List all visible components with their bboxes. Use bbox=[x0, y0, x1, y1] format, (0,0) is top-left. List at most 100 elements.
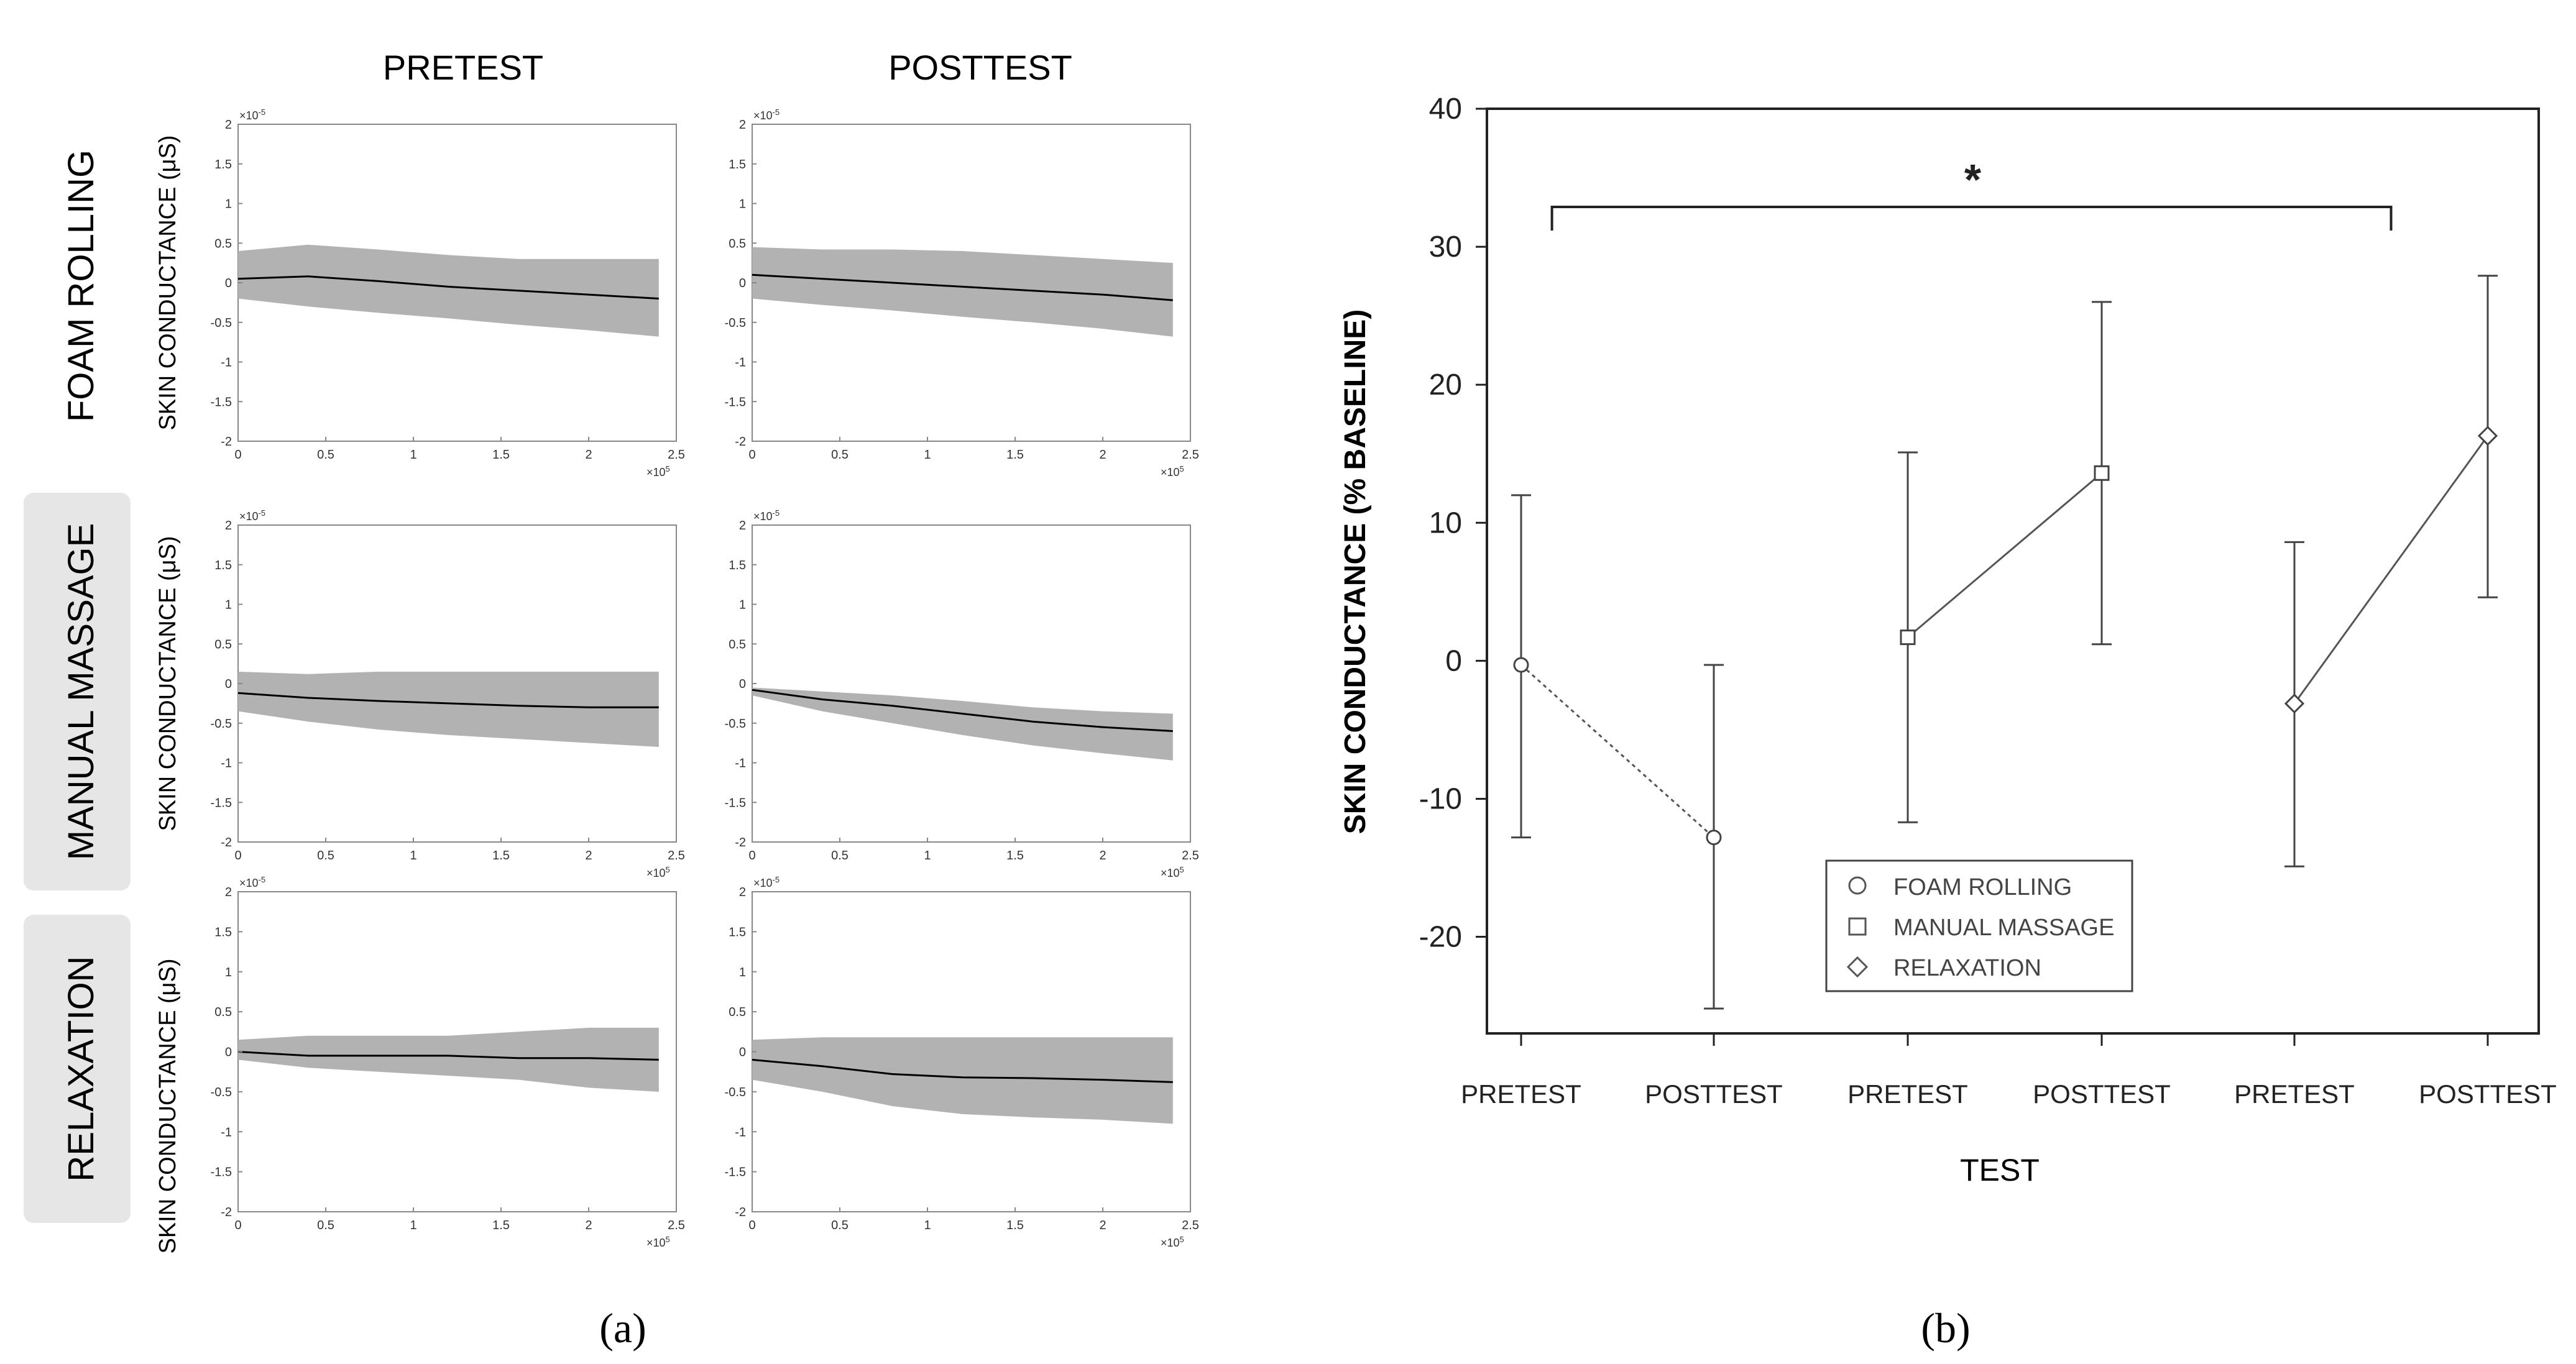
row-label-foam-rolling: FOAM ROLLING bbox=[61, 150, 101, 422]
x-tick-label: 2.5 bbox=[668, 448, 685, 462]
legend-label: MANUAL MASSAGE bbox=[1893, 915, 2114, 941]
data-point-diamond bbox=[2284, 693, 2305, 714]
x-exponent-label: ×105 bbox=[646, 464, 670, 478]
confidence-band bbox=[752, 247, 1173, 337]
x-tick-label: 2.5 bbox=[668, 849, 685, 863]
x-tick-label: 0.5 bbox=[831, 1219, 849, 1232]
x-exponent-label: ×105 bbox=[1161, 464, 1184, 478]
x-tick-label: 2 bbox=[1099, 1219, 1106, 1232]
plot-frame bbox=[1486, 108, 2540, 1035]
x-tick-label: 0.5 bbox=[831, 448, 849, 462]
mean-line bbox=[752, 273, 1173, 301]
y-tick-label: -0.5 bbox=[725, 316, 746, 330]
y-tick-label: -20 bbox=[1419, 921, 1462, 954]
x-tick-label: PRETEST bbox=[2234, 1079, 2355, 1109]
y-tick-label: 1 bbox=[225, 198, 232, 211]
x-exponent-power: 5 bbox=[666, 865, 670, 874]
legend-item-relaxation: RELAXATION bbox=[1846, 955, 2041, 981]
x-tick-label: 0 bbox=[748, 448, 755, 462]
y-tick-label: 0 bbox=[225, 277, 232, 290]
y-tick-label: 30 bbox=[1429, 231, 1462, 263]
y-tick-label: 2 bbox=[225, 886, 232, 899]
y-axis-label-row-0: SKIN CONDUCTANCE (μS) bbox=[155, 135, 181, 430]
x-tick-label: 2.5 bbox=[1182, 849, 1199, 863]
y-tick-label: -2 bbox=[221, 435, 232, 449]
x-axis-title: TEST bbox=[1960, 1153, 2040, 1188]
y-exponent-label: ×10-5 bbox=[239, 508, 265, 523]
x-tick-label: 2 bbox=[1099, 448, 1106, 462]
y-tick-label: -1.5 bbox=[211, 796, 232, 810]
y-tick-label: -1.5 bbox=[725, 796, 746, 810]
bracket-line bbox=[1550, 206, 2393, 231]
confidence-band bbox=[238, 671, 659, 747]
legend-item-foam-rolling: FOAM ROLLING bbox=[1848, 874, 2072, 900]
subplot-manual-massage-posttest: 21.510.50-0.5-1-1.5-20 0.5 1 1.5 2 2.5×10-5×1… bbox=[725, 508, 1199, 879]
x-tick-label: 1 bbox=[924, 849, 931, 863]
x-tick-label: 1 bbox=[410, 448, 416, 462]
subplot-foam-rolling-posttest: 21.510.50-0.5-1-1.5-20 0.5 1 1.5 2 2.5×10-5×1… bbox=[725, 108, 1199, 478]
y-tick-label: 1 bbox=[225, 598, 232, 612]
x-tick-label: 1.5 bbox=[1006, 849, 1024, 863]
legend-label: RELAXATION bbox=[1893, 955, 2041, 981]
y-tick-label: 0.5 bbox=[214, 237, 232, 250]
y-tick-label: -2 bbox=[221, 1206, 232, 1219]
mean-line bbox=[237, 692, 659, 708]
y-exponent-power: -5 bbox=[773, 875, 780, 884]
confidence-band bbox=[238, 1027, 659, 1092]
mean-line bbox=[237, 275, 659, 300]
panel-b-label: (b) bbox=[1921, 1304, 1970, 1352]
x-exponent-label: ×105 bbox=[1161, 1235, 1184, 1249]
y-exponent-label: ×10-5 bbox=[753, 508, 780, 523]
x-tick-label: 2.5 bbox=[668, 1219, 685, 1232]
y-tick-label: -2 bbox=[735, 435, 746, 449]
row-label-bg-manual-massage bbox=[24, 493, 131, 890]
y-axis-label-row-1: SKIN CONDUCTANCE (μS) bbox=[155, 536, 181, 831]
mean-line bbox=[752, 689, 1173, 732]
x-exponent-label: ×105 bbox=[646, 865, 670, 879]
y-tick-label: -1 bbox=[221, 1125, 232, 1139]
x-tick-label: 1.5 bbox=[492, 448, 510, 462]
confidence-band bbox=[752, 687, 1173, 761]
y-tick-label: -1.5 bbox=[725, 395, 746, 409]
x-tick-label: 0 bbox=[748, 849, 755, 863]
y-exponent-label: ×10-5 bbox=[239, 108, 265, 122]
y-tick-label: 40 bbox=[1429, 93, 1462, 126]
x-tick-label: POSTTEST bbox=[2033, 1079, 2171, 1109]
x-exponent-label: ×105 bbox=[646, 1235, 670, 1249]
y-tick-label: 1 bbox=[739, 198, 746, 211]
x-tick-label: PRETEST bbox=[1461, 1079, 1581, 1109]
x-exponent-power: 5 bbox=[666, 1235, 670, 1244]
y-tick-label: -0.5 bbox=[211, 316, 232, 330]
y-tick-label: 0.5 bbox=[214, 638, 232, 651]
y-tick-label: -0.5 bbox=[725, 1086, 746, 1099]
y-tick-label: -1 bbox=[735, 356, 746, 370]
mean-line bbox=[752, 1058, 1173, 1083]
y-tick-label: 0.5 bbox=[729, 638, 746, 651]
y-tick-label: -2 bbox=[735, 1206, 746, 1219]
x-tick-label: 1 bbox=[924, 448, 931, 462]
x-tick-label: 1 bbox=[410, 1219, 416, 1232]
y-tick-label: -1.5 bbox=[211, 395, 232, 409]
y-tick-label: 0 bbox=[225, 677, 232, 691]
subplot-foam-rolling-pretest: 21.510.50-0.5-1-1.5-20 0.5 1 1.5 2 2.5×10-5×1… bbox=[211, 108, 685, 478]
y-tick-label: 0 bbox=[739, 1046, 746, 1060]
y-tick-label: -1 bbox=[735, 757, 746, 771]
y-tick-label: 1 bbox=[739, 598, 746, 612]
x-tick-label: 1 bbox=[924, 1219, 931, 1232]
x-tick-label: 2.5 bbox=[1182, 1219, 1199, 1232]
diamond-icon bbox=[1846, 956, 1869, 978]
subplot-relaxation-pretest: 21.510.50-0.5-1-1.5-20 0.5 1 1.5 2 2.5×10-5×1… bbox=[211, 875, 685, 1249]
series-connector bbox=[1520, 664, 1715, 838]
y-tick-label: 1 bbox=[225, 966, 232, 979]
y-tick-label: 2 bbox=[739, 118, 746, 132]
row-label-relaxation: RELAXATION bbox=[61, 956, 101, 1181]
x-tick-label: 1.5 bbox=[492, 1219, 510, 1232]
data-point-square bbox=[1900, 629, 1916, 646]
y-exponent-label: ×10-5 bbox=[753, 108, 780, 122]
column-header-posttest: POSTTEST bbox=[888, 48, 1072, 87]
square-icon bbox=[1848, 917, 1867, 936]
x-tick-label: 2 bbox=[585, 849, 592, 863]
y-tick-label: -1 bbox=[735, 1125, 746, 1139]
y-axis-title: SKIN CONDUCTANCE (% BASELINE) bbox=[1339, 309, 1372, 834]
